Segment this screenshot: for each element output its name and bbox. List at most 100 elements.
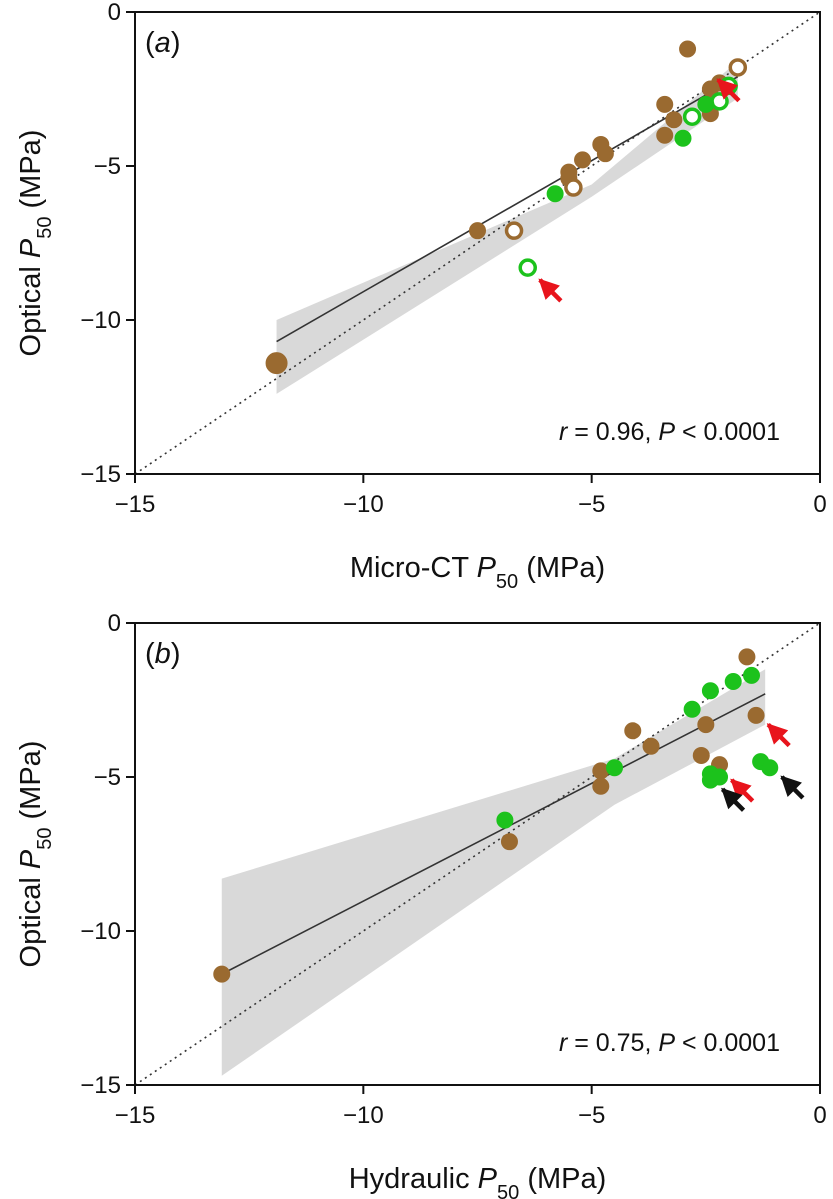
- red-arrow: [730, 778, 755, 803]
- panel-label-letter: b: [155, 638, 171, 670]
- gymnosperm-point: [496, 811, 514, 829]
- gymnosperm-point: [606, 759, 623, 777]
- angiosperm-point: [665, 111, 683, 129]
- stat-p-label: P: [658, 418, 675, 446]
- gymnosperm-point: [697, 95, 715, 113]
- stat-p-value: < 0.0001: [675, 418, 780, 446]
- gymnosperm-point-open: [518, 258, 537, 277]
- angiosperm-point-open: [564, 178, 583, 197]
- x-tick-label: −10: [343, 491, 384, 518]
- panel-b: −15 −10 −5 0 −15 −10 −5 0 (b) r = 0.75, P < 0.0…: [15, 610, 827, 1199]
- plot-frame: [134, 11, 821, 475]
- x-tick-label: −15: [115, 1102, 156, 1129]
- y-tick-label: −10: [80, 918, 121, 945]
- angiosperm-point: [747, 706, 765, 724]
- angiosperm-point: [500, 833, 518, 851]
- x-axis-title-unit: (MPa): [519, 1163, 606, 1195]
- black-arrow: [720, 787, 746, 812]
- x-axis-title: Hydraulic P50 (MPa): [349, 1163, 607, 1199]
- y-axis-title-main: Optical: [15, 869, 47, 967]
- confidence-band: [221, 669, 766, 1076]
- x-axis-title-sub: 50: [497, 1182, 519, 1199]
- stat-r-label: r: [559, 1029, 569, 1057]
- red-arrow: [538, 278, 563, 303]
- x-tick-label: −15: [115, 491, 156, 518]
- gymnosperm-point: [724, 673, 742, 691]
- arrows-group: [720, 722, 805, 812]
- y-axis-title: Optical P50 (MPa): [15, 130, 56, 357]
- stat-annotation: r = 0.96, P < 0.0001: [559, 418, 780, 446]
- y-axis-title-unit: (MPa): [15, 130, 47, 217]
- ticks-group: −15 −10 −5 0 −15 −10 −5 0: [80, 610, 826, 1129]
- red-arrow: [716, 78, 741, 103]
- y-axis-title-unit: (MPa): [15, 741, 47, 828]
- panel-label: (b): [145, 638, 180, 670]
- gymnosperm-point: [743, 666, 760, 684]
- gymnosperm-point: [711, 768, 729, 786]
- x-axis-title-main: Micro-CT: [350, 552, 477, 584]
- angiosperm-point: [624, 722, 642, 740]
- y-tick-label: 0: [108, 0, 121, 26]
- x-axis-title-main: Hydraulic: [349, 1163, 478, 1195]
- y-axis-title-sub: 50: [34, 217, 56, 239]
- y-axis-title-main: Optical: [15, 258, 47, 356]
- gymnosperm-point: [674, 129, 692, 147]
- angiosperm-point: [592, 135, 610, 153]
- x-axis-title-var: P: [478, 1163, 498, 1195]
- black-arrow: [780, 775, 805, 800]
- angiosperm-point: [692, 746, 710, 764]
- regression-line: [276, 75, 739, 343]
- x-tick-label: −5: [578, 491, 605, 518]
- ticks-group: −15 −10 −5 0 −15 −10 −5 0: [80, 0, 826, 518]
- ci-band-group: [221, 669, 766, 1076]
- gymnosperm-point-open: [682, 107, 702, 126]
- stat-annotation: r = 0.75, P < 0.0001: [559, 1029, 780, 1057]
- stat-r-value: = 0.96,: [567, 418, 658, 446]
- y-tick-label: −15: [80, 1072, 121, 1099]
- x-axis-title-unit: (MPa): [518, 552, 605, 584]
- y-tick-label: −15: [80, 461, 121, 488]
- stat-r-label: r: [559, 418, 569, 446]
- x-tick-label: −10: [343, 1102, 384, 1129]
- angiosperm-point: [679, 40, 697, 58]
- x-tick-label: 0: [813, 1102, 826, 1129]
- gymnosperm-point-open: [710, 92, 729, 111]
- angiosperm-point: [642, 737, 660, 755]
- stat-p-value: < 0.0001: [675, 1029, 780, 1057]
- regression-line: [221, 693, 766, 975]
- angiosperm-point: [592, 777, 610, 795]
- panel-label-letter: a: [155, 27, 171, 59]
- gymnosperm-point: [701, 682, 719, 700]
- angiosperm-point: [656, 126, 674, 144]
- gymnosperm-point: [683, 700, 701, 718]
- angiosperm-point-open: [504, 221, 524, 240]
- panel-label: (a): [145, 27, 180, 59]
- red-arrow: [766, 722, 791, 748]
- angiosperm-point: [656, 95, 674, 113]
- gymnosperm-point: [546, 185, 564, 203]
- angiosperm-point: [213, 965, 231, 983]
- x-tick-label: 0: [813, 491, 826, 518]
- y-tick-label: 0: [108, 610, 121, 637]
- stat-r-value: = 0.75,: [567, 1029, 658, 1057]
- x-axis-title-var: P: [477, 552, 497, 584]
- x-tick-label: −5: [578, 1102, 605, 1129]
- data-points-group: [265, 40, 748, 375]
- fit-line-group: [276, 75, 739, 343]
- angiosperm-point: [574, 151, 592, 169]
- y-axis-title: Optical P50 (MPa): [15, 741, 56, 968]
- data-points-group: [213, 648, 779, 983]
- angiosperm-point: [469, 222, 486, 240]
- angiosperm-point: [265, 352, 288, 375]
- angiosperm-point-open: [728, 58, 748, 77]
- y-tick-label: −10: [80, 307, 121, 334]
- stat-p-label: P: [658, 1029, 675, 1057]
- y-tick-label: −5: [94, 153, 121, 180]
- x-axis-title-sub: 50: [496, 571, 518, 593]
- plot-frame: [134, 622, 821, 1086]
- x-axis-title: Micro-CT P50 (MPa): [350, 552, 605, 593]
- gymnosperm-point: [761, 759, 779, 777]
- fit-line-group: [221, 693, 766, 975]
- y-axis-title-var: P: [15, 238, 47, 258]
